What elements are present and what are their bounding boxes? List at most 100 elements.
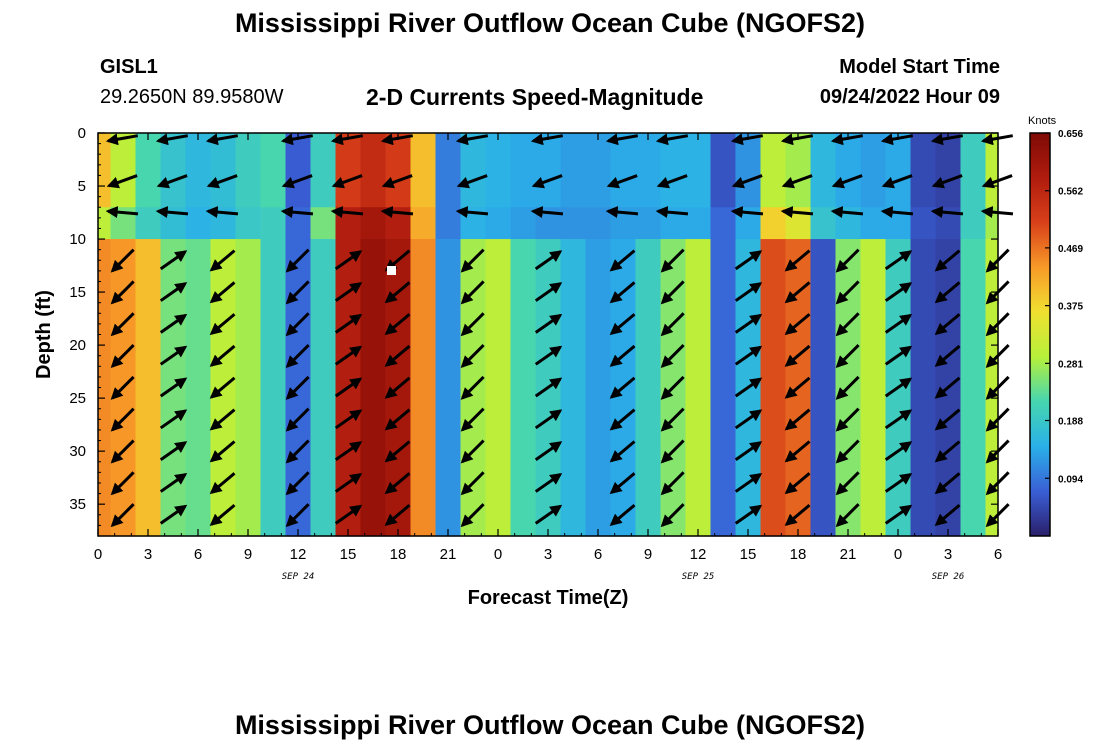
current-vector xyxy=(285,280,310,305)
heatmap-cell xyxy=(560,133,587,208)
y-tick-label: 25 xyxy=(69,390,86,407)
current-vector xyxy=(734,282,763,302)
current-vector xyxy=(609,281,636,304)
x-tick-label: 21 xyxy=(840,546,857,563)
heatmap-cell xyxy=(760,133,787,208)
current-vector xyxy=(934,313,961,336)
current-vector xyxy=(734,504,763,525)
current-vector xyxy=(656,174,688,189)
current-vector xyxy=(209,313,236,336)
current-vector xyxy=(110,471,135,496)
heatmap-cell xyxy=(235,239,262,537)
current-vector xyxy=(384,313,411,336)
heatmap-cell xyxy=(935,133,962,208)
current-vector xyxy=(384,408,411,431)
current-vector xyxy=(884,282,913,302)
current-vector xyxy=(534,345,563,366)
heatmap-cell xyxy=(860,133,887,208)
current-vector xyxy=(205,133,239,146)
current-vector xyxy=(159,377,188,398)
station-coordinates: 29.2650N 89.9580W xyxy=(100,86,284,108)
current-vector xyxy=(606,174,638,189)
current-vector xyxy=(830,206,864,219)
x-tick-label: 0 xyxy=(94,546,102,563)
current-vector xyxy=(934,344,961,367)
colorbar-tick-label: 0.094 xyxy=(1058,474,1083,485)
current-vector xyxy=(660,439,685,464)
heatmap-cell xyxy=(260,133,287,208)
heatmap-cell xyxy=(760,207,787,240)
current-vector xyxy=(784,313,811,336)
y-tick-label: 5 xyxy=(78,178,86,195)
heatmap-cell xyxy=(535,133,562,208)
x-tick-label: 3 xyxy=(544,546,552,563)
repeated-chart-title: Mississippi River Outflow Ocean Cube (NG… xyxy=(234,710,866,740)
current-vector xyxy=(159,504,188,525)
current-vector xyxy=(209,249,236,272)
current-vector xyxy=(159,313,188,334)
current-vector xyxy=(831,174,863,189)
current-vector xyxy=(285,407,310,432)
x-tick-label: 3 xyxy=(144,546,152,563)
current-vector xyxy=(655,133,689,146)
current-vector xyxy=(660,503,685,528)
current-vector xyxy=(835,312,860,337)
x-tick-label: 6 xyxy=(594,546,602,563)
current-vector xyxy=(285,439,310,464)
current-vector xyxy=(784,249,811,272)
x-tick-label: 12 xyxy=(290,546,307,563)
current-vector xyxy=(884,441,913,461)
current-vector xyxy=(110,280,135,305)
current-vector xyxy=(534,377,563,398)
heatmap-cell xyxy=(710,207,737,240)
current-vector xyxy=(334,377,363,398)
current-vector xyxy=(209,281,236,304)
heatmap-cell xyxy=(685,133,712,208)
heatmap-cell xyxy=(835,133,862,208)
current-vector xyxy=(534,250,563,271)
current-vector xyxy=(106,174,138,189)
x-tick-label: 15 xyxy=(740,546,757,563)
current-vector xyxy=(384,440,411,463)
heatmap-cell xyxy=(810,207,837,240)
currents-chart: 0 3 6 9 12 15 18 21 0 3 6 9 12 15 18 21 0 3 6 SEP 24 SEP 25 S… xyxy=(33,115,1083,609)
heatmap-cell xyxy=(435,133,462,208)
current-vector xyxy=(456,174,488,189)
current-vector xyxy=(660,375,685,400)
heatmap-cell xyxy=(560,239,587,537)
current-vector xyxy=(734,472,763,493)
heatmap-cell xyxy=(960,133,987,208)
current-vector xyxy=(105,206,139,219)
heatmap-cell xyxy=(510,133,537,208)
heatmap-cell xyxy=(660,133,687,208)
current-vector xyxy=(609,344,636,367)
current-vector xyxy=(934,472,961,495)
current-vector xyxy=(159,250,188,271)
heatmap-cell xyxy=(310,239,337,537)
current-vector xyxy=(460,439,485,464)
heatmap-cell xyxy=(410,133,437,208)
current-vector xyxy=(884,409,913,430)
current-vector xyxy=(930,206,964,219)
current-vector xyxy=(209,472,236,495)
current-vector xyxy=(205,206,239,219)
current-vector xyxy=(609,376,636,399)
heatmap-cell xyxy=(735,133,762,208)
heatmap-cell xyxy=(360,239,387,537)
heatmap-cell xyxy=(135,239,162,537)
heatmap-cell xyxy=(560,207,587,240)
heatmap-cell xyxy=(260,207,287,240)
heatmap-cell xyxy=(485,239,512,537)
current-vector xyxy=(460,471,485,496)
heatmap-cell xyxy=(185,133,212,208)
x-tick-label: 18 xyxy=(790,546,807,563)
current-vector xyxy=(534,282,563,302)
current-vector xyxy=(280,206,314,219)
heatmap-cell xyxy=(585,133,612,208)
colorbar-tick-label: 0.281 xyxy=(1058,359,1083,370)
heatmap-cell xyxy=(185,239,212,537)
date-label: SEP 25 xyxy=(682,572,715,582)
current-vector xyxy=(334,409,363,430)
y-axis-title: Depth (ft) xyxy=(33,290,55,379)
current-vector xyxy=(934,376,961,399)
